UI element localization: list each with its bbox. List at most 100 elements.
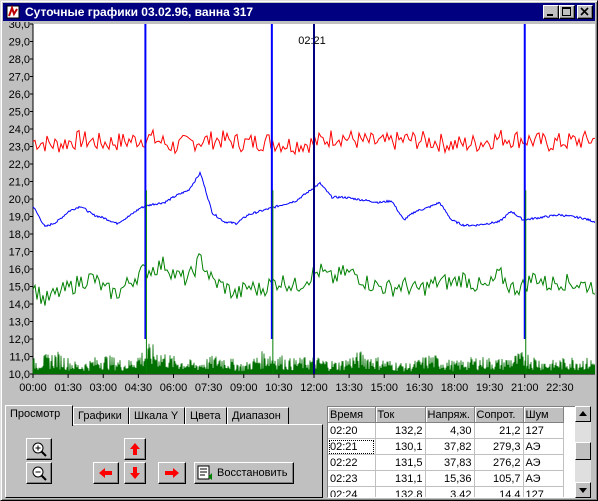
table-cell[interactable]: 131,1 xyxy=(375,470,426,487)
y-tick-label: 29,0 xyxy=(9,37,30,49)
table-cell[interactable]: 14,4 xyxy=(474,486,524,497)
table-cell[interactable]: 02:23 xyxy=(328,470,376,487)
close-button[interactable] xyxy=(577,5,593,19)
x-tick-label: 03:00 xyxy=(89,382,117,394)
x-tick-label: 01:30 xyxy=(54,382,82,394)
scroll-up-button[interactable] xyxy=(124,438,146,460)
table-cell[interactable]: 132,8 xyxy=(375,486,426,497)
zoom-out-button[interactable] xyxy=(26,462,52,484)
x-tick-label: 19:30 xyxy=(476,382,504,394)
maximize-button[interactable] xyxy=(559,5,575,19)
magnifier-minus-icon xyxy=(32,466,47,481)
table-cell[interactable]: 37,82 xyxy=(425,438,475,455)
x-tick-label: 15:00 xyxy=(370,382,398,394)
table-row[interactable]: 02:21 130,1 37,82 279,3 АЭ xyxy=(328,438,564,455)
triangle-down-icon xyxy=(579,488,587,493)
scroll-thumb[interactable] xyxy=(575,442,591,460)
data-table[interactable]: Время Ток Напряж. Сопрот. Шум 02:20 132,… xyxy=(327,406,589,498)
column-header-current[interactable]: Ток xyxy=(375,407,426,423)
window-title: Суточные графики 03.02.96, ванна 317 xyxy=(25,5,254,19)
column-header-noise[interactable]: Шум xyxy=(523,407,564,423)
table-row[interactable]: 02:22 131,5 37,83 276,2 АЭ xyxy=(328,454,564,471)
table-scrollbar[interactable] xyxy=(575,406,591,498)
table-cell[interactable]: 4,30 xyxy=(425,422,475,439)
x-tick-label: 13:30 xyxy=(335,382,363,394)
scroll-right-button[interactable] xyxy=(158,462,186,484)
table-row[interactable]: 02:24 132,8 3,42 14,4 127 xyxy=(328,486,564,497)
y-tick-label: 28,0 xyxy=(9,54,30,66)
scroll-up-arrow[interactable] xyxy=(575,406,591,422)
table-cell[interactable]: 132,2 xyxy=(375,422,426,439)
arrow-right-icon xyxy=(165,468,179,478)
x-tick-label: 04:30 xyxy=(125,382,153,394)
table-cell[interactable]: 127 xyxy=(523,486,564,497)
table-cell[interactable]: 276,2 xyxy=(474,454,524,471)
y-tick-label: 26,0 xyxy=(9,89,30,101)
minimize-button[interactable] xyxy=(543,5,559,19)
y-tick-label: 22,0 xyxy=(9,159,30,171)
view-panel: Восстановить xyxy=(5,424,323,498)
title-bar[interactable]: Суточные графики 03.02.96, ванна 317 xyxy=(3,3,595,21)
tab-range[interactable]: Диапазон xyxy=(227,407,289,424)
table-cell[interactable]: 21,2 xyxy=(474,422,524,439)
table-cell[interactable]: 02:22 xyxy=(328,454,376,471)
table-header-row: Время Ток Напряж. Сопрот. Шум xyxy=(328,407,564,423)
table-row[interactable]: 02:20 132,2 4,30 21,2 127 xyxy=(328,422,564,439)
table-row[interactable]: 02:23 131,1 15,36 105,7 АЭ xyxy=(328,470,564,487)
table-cell[interactable]: 02:20 xyxy=(328,422,376,439)
y-tick-label: 15,0 xyxy=(9,282,30,294)
table-cell[interactable]: 127 xyxy=(523,422,564,439)
x-tick-label: 18:00 xyxy=(441,382,469,394)
arrow-down-icon xyxy=(130,467,140,479)
scroll-down-arrow[interactable] xyxy=(575,482,591,498)
y-tick-label: 14,0 xyxy=(9,299,30,311)
table-cell[interactable]: АЭ xyxy=(523,470,564,487)
table-cell[interactable]: 02:24 xyxy=(328,486,376,497)
table-cell[interactable]: 130,1 xyxy=(375,438,426,455)
x-tick-label: 16:30 xyxy=(406,382,434,394)
x-tick-label: 07:30 xyxy=(195,382,223,394)
y-tick-label: 30,0 xyxy=(9,22,30,31)
zoom-in-button[interactable] xyxy=(26,438,52,460)
table-cell[interactable]: АЭ xyxy=(523,454,564,471)
restore-icon xyxy=(197,465,212,480)
close-icon xyxy=(580,7,589,16)
scroll-down-button[interactable] xyxy=(124,462,146,484)
tab-scale-y[interactable]: Шкала Y xyxy=(129,407,185,424)
minimize-icon xyxy=(547,14,553,16)
x-tick-label: 21:00 xyxy=(511,382,539,394)
y-tick-label: 11,0 xyxy=(9,352,30,364)
table-cell[interactable]: 3,42 xyxy=(425,486,475,497)
y-tick-label: 17,0 xyxy=(9,247,30,259)
restore-label: Восстановить xyxy=(217,467,288,479)
table-cell[interactable]: АЭ xyxy=(523,438,564,455)
x-tick-label: 06:00 xyxy=(160,382,188,394)
table-cell[interactable]: 105,7 xyxy=(474,470,524,487)
restore-button[interactable]: Восстановить xyxy=(194,462,294,484)
triangle-up-icon xyxy=(579,411,587,416)
table-cell[interactable]: 131,5 xyxy=(375,454,426,471)
y-tick-label: 19,0 xyxy=(9,212,30,224)
y-tick-label: 12,0 xyxy=(9,334,30,346)
table-cell-selected[interactable]: 02:21 xyxy=(328,438,376,455)
scroll-left-button[interactable] xyxy=(93,462,119,484)
chart-area[interactable]: 30,0 29,0 28,0 27,0 26,0 25,0 24,0 23,0 22,0 21,0… xyxy=(3,22,595,402)
arrow-left-icon xyxy=(99,468,112,478)
column-header-time[interactable]: Время xyxy=(328,407,376,423)
y-tick-label: 27,0 xyxy=(9,72,30,84)
table-cell[interactable]: 37,83 xyxy=(425,454,475,471)
maximize-icon xyxy=(562,7,571,16)
x-tick-label: 12:00 xyxy=(300,382,328,394)
table-cell[interactable]: 279,3 xyxy=(474,438,524,455)
table-cell[interactable]: 15,36 xyxy=(425,470,475,487)
y-tick-label: 23,0 xyxy=(9,142,30,154)
column-header-voltage[interactable]: Напряж. xyxy=(425,407,475,423)
y-tick-label: 20,0 xyxy=(9,194,30,206)
tab-charts[interactable]: Графики xyxy=(73,407,129,424)
tab-colors[interactable]: Цвета xyxy=(185,407,227,424)
column-header-resistance[interactable]: Сопрот. xyxy=(474,407,524,423)
app-icon[interactable] xyxy=(6,5,20,19)
y-tick-label: 18,0 xyxy=(9,229,30,241)
tab-view[interactable]: Просмотр xyxy=(5,405,73,426)
